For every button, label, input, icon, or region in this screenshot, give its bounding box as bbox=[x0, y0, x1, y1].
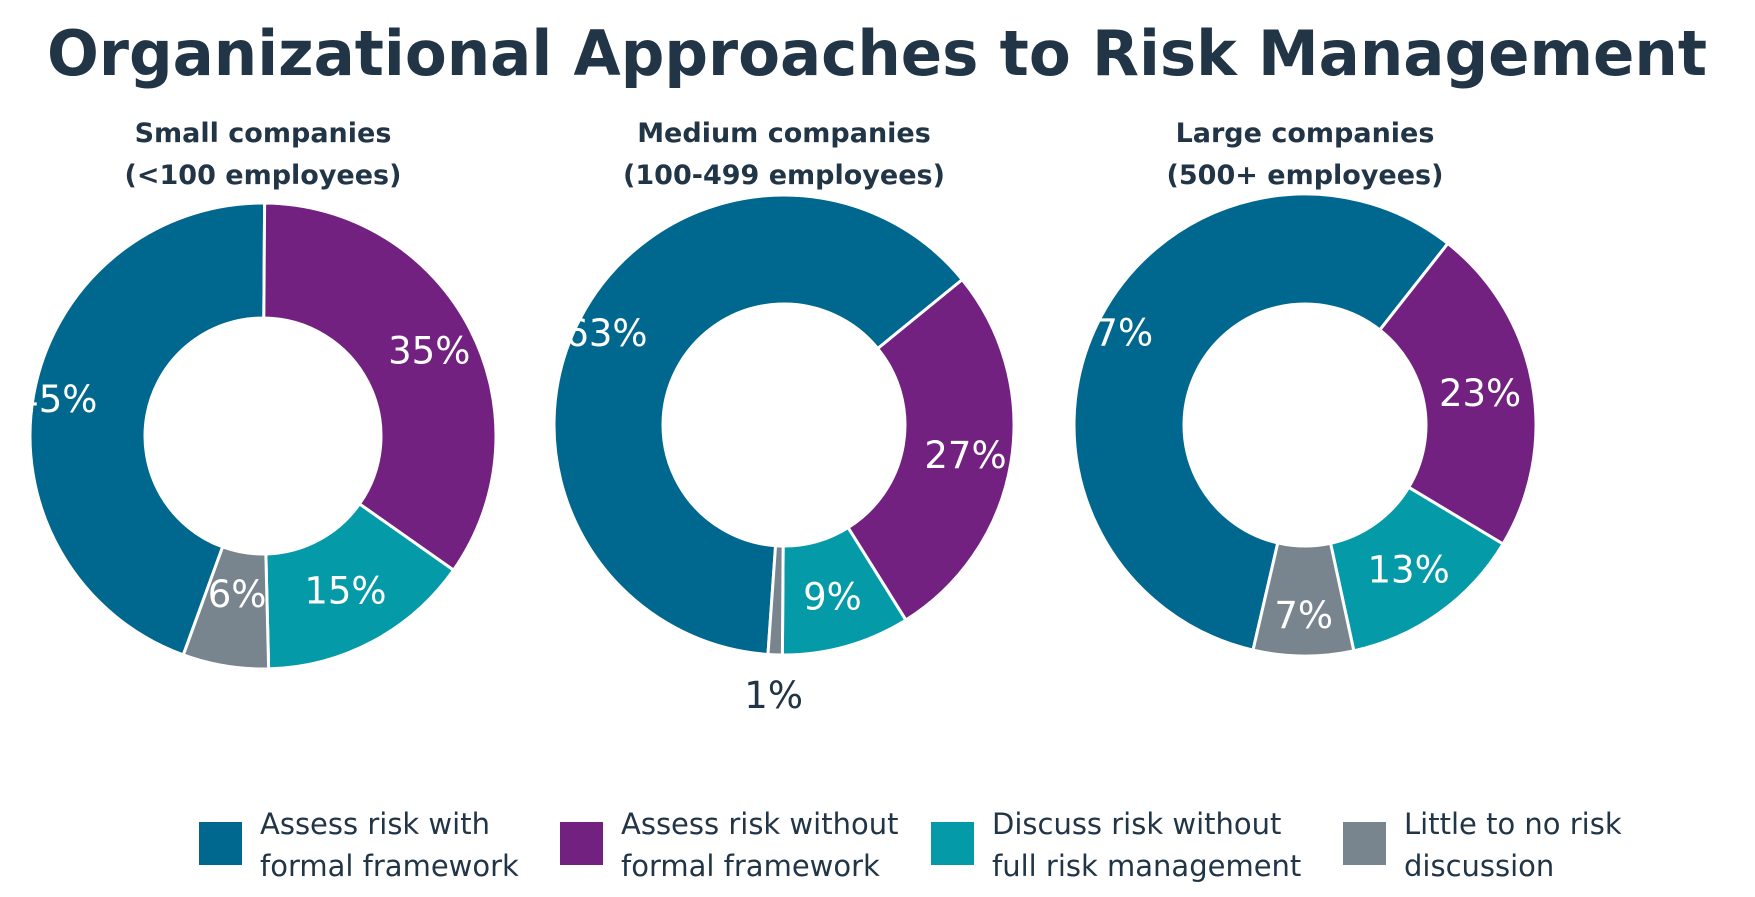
slice-label-little-to-no-risk-discussion: 6% bbox=[208, 573, 267, 616]
slice-assess-risk-without-formal-framework bbox=[846, 278, 1016, 622]
slice-discuss-risk-without-full-risk-management bbox=[264, 502, 456, 671]
slice-assess-risk-with-formal-framework bbox=[28, 201, 267, 657]
legend-swatch bbox=[199, 822, 242, 865]
slice-little-to-no-risk-discussion bbox=[1251, 541, 1356, 658]
slice-assess-risk-with-formal-framework bbox=[552, 193, 964, 656]
chart-subtitle-line-1: Medium companies bbox=[637, 118, 931, 149]
legend-label-line-1: Discuss risk without bbox=[992, 807, 1281, 841]
legend-swatch bbox=[1343, 822, 1386, 865]
slice-label-discuss-risk-without-full-risk-management: 9% bbox=[803, 575, 862, 618]
slice-label-assess-risk-without-formal-framework: 23% bbox=[1439, 372, 1521, 415]
donut-charts: Small companies (<100 employees) 45% 35% 15%… bbox=[15, 118, 1538, 717]
legend-label-line-1: Assess risk with bbox=[260, 807, 490, 841]
legend-item-4: Little to no risk discussion bbox=[1343, 807, 1622, 883]
slice-label-assess-risk-with-formal-framework: 45% bbox=[15, 378, 97, 421]
slice-label-assess-risk-with-formal-framework: 63% bbox=[565, 312, 647, 355]
slice-little-to-no-risk-discussion bbox=[766, 544, 785, 657]
legend-label-line-2: formal framework bbox=[260, 849, 519, 883]
donut-chart-1: Small companies (<100 employees) 45% 35% 15%… bbox=[15, 118, 498, 671]
slice-little-to-no-risk-discussion bbox=[181, 545, 271, 671]
donut-chart-3: Large companies (500+ employees) 57% 23% 13%… bbox=[1071, 118, 1538, 658]
legend-swatch bbox=[560, 822, 603, 865]
slice-label-assess-risk-without-formal-framework: 27% bbox=[924, 434, 1006, 477]
legend-label-line-1: Assess risk without bbox=[621, 807, 898, 841]
slice-label-assess-risk-without-formal-framework: 35% bbox=[388, 329, 470, 372]
legend-item-3: Discuss risk without full risk management bbox=[931, 807, 1301, 883]
legend-item-2: Assess risk without formal framework bbox=[560, 807, 898, 883]
legend-swatch bbox=[931, 822, 974, 865]
donut-chart-2: Medium companies (100-499 employees) 63% 27… bbox=[552, 118, 1016, 717]
slice-assess-risk-without-formal-framework bbox=[1378, 241, 1538, 546]
chart-subtitle-line-1: Large companies bbox=[1176, 118, 1435, 149]
slice-assess-risk-with-formal-framework bbox=[1072, 192, 1450, 652]
legend-label-line-1: Little to no risk bbox=[1404, 807, 1622, 841]
chart-subtitle-line-1: Small companies bbox=[135, 118, 392, 149]
chart-subtitle-line-2: (<100 employees) bbox=[125, 160, 402, 191]
slice-assess-risk-without-formal-framework bbox=[262, 201, 498, 572]
chart-title: Organizational Approaches to Risk Manage… bbox=[47, 17, 1707, 90]
legend-item-1: Assess risk with formal framework bbox=[199, 807, 519, 883]
slice-label-discuss-risk-without-full-risk-management: 13% bbox=[1367, 549, 1449, 592]
chart-subtitle-line-2: (500+ employees) bbox=[1167, 160, 1444, 191]
slice-label-discuss-risk-without-full-risk-management: 15% bbox=[304, 569, 386, 612]
chart-subtitle-line-2: (100-499 employees) bbox=[623, 160, 945, 191]
slice-label-little-to-no-risk-discussion: 1% bbox=[744, 674, 803, 717]
slice-label-assess-risk-with-formal-framework: 57% bbox=[1071, 312, 1153, 355]
legend-label-line-2: full risk management bbox=[992, 849, 1301, 883]
legend-label-line-2: formal framework bbox=[621, 849, 880, 883]
slice-label-little-to-no-risk-discussion: 7% bbox=[1274, 594, 1333, 637]
legend-label-line-2: discussion bbox=[1404, 849, 1554, 883]
